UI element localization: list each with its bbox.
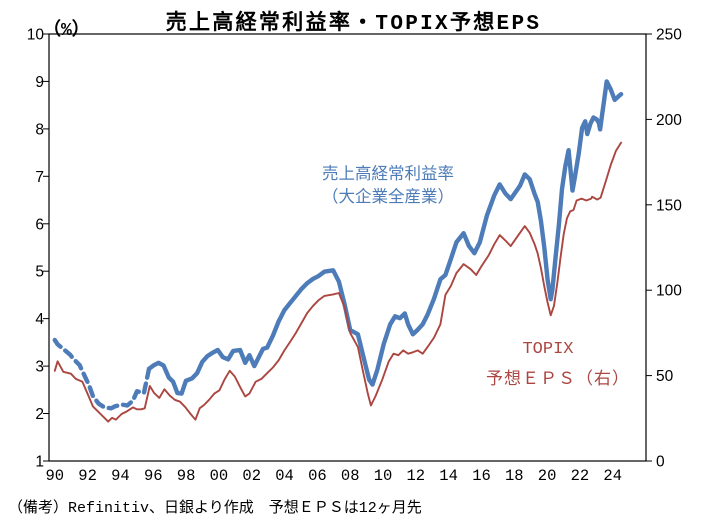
svg-text:94: 94 — [111, 467, 130, 485]
svg-text:10: 10 — [374, 467, 393, 485]
svg-text:90: 90 — [45, 467, 64, 485]
svg-text:3: 3 — [35, 359, 44, 376]
svg-text:08: 08 — [341, 467, 360, 485]
svg-text:1: 1 — [35, 454, 44, 471]
svg-text:売上高経常利益率: 売上高経常利益率 — [322, 164, 454, 183]
svg-text:16: 16 — [472, 467, 491, 485]
svg-text:100: 100 — [656, 283, 682, 300]
svg-text:200: 200 — [656, 112, 682, 129]
svg-text:98: 98 — [177, 467, 196, 485]
svg-text:18: 18 — [505, 467, 524, 485]
svg-text:20: 20 — [538, 467, 557, 485]
svg-text:06: 06 — [308, 467, 327, 485]
svg-text:50: 50 — [656, 368, 674, 385]
svg-text:04: 04 — [275, 467, 294, 485]
svg-text:予想ＥＰＳ（右）: 予想ＥＰＳ（右） — [486, 369, 630, 388]
svg-text:8: 8 — [35, 121, 44, 138]
svg-text:9: 9 — [35, 74, 44, 91]
svg-text:4: 4 — [35, 311, 44, 328]
svg-text:7: 7 — [35, 169, 44, 186]
svg-text:00: 00 — [210, 467, 229, 485]
svg-text:0: 0 — [656, 454, 665, 471]
svg-text:2: 2 — [35, 406, 44, 423]
svg-text:02: 02 — [242, 467, 261, 485]
svg-text:150: 150 — [656, 197, 682, 214]
svg-text:TOPIX: TOPIX — [522, 340, 573, 359]
svg-text:5: 5 — [35, 264, 44, 281]
svg-text:（大企業全産業）: （大企業全産業） — [322, 187, 454, 206]
svg-text:14: 14 — [439, 467, 458, 485]
svg-text:92: 92 — [78, 467, 97, 485]
svg-text:6: 6 — [35, 216, 44, 233]
svg-text:24: 24 — [603, 467, 622, 485]
svg-text:96: 96 — [144, 467, 163, 485]
svg-text:12: 12 — [406, 467, 425, 485]
svg-text:22: 22 — [571, 467, 590, 485]
